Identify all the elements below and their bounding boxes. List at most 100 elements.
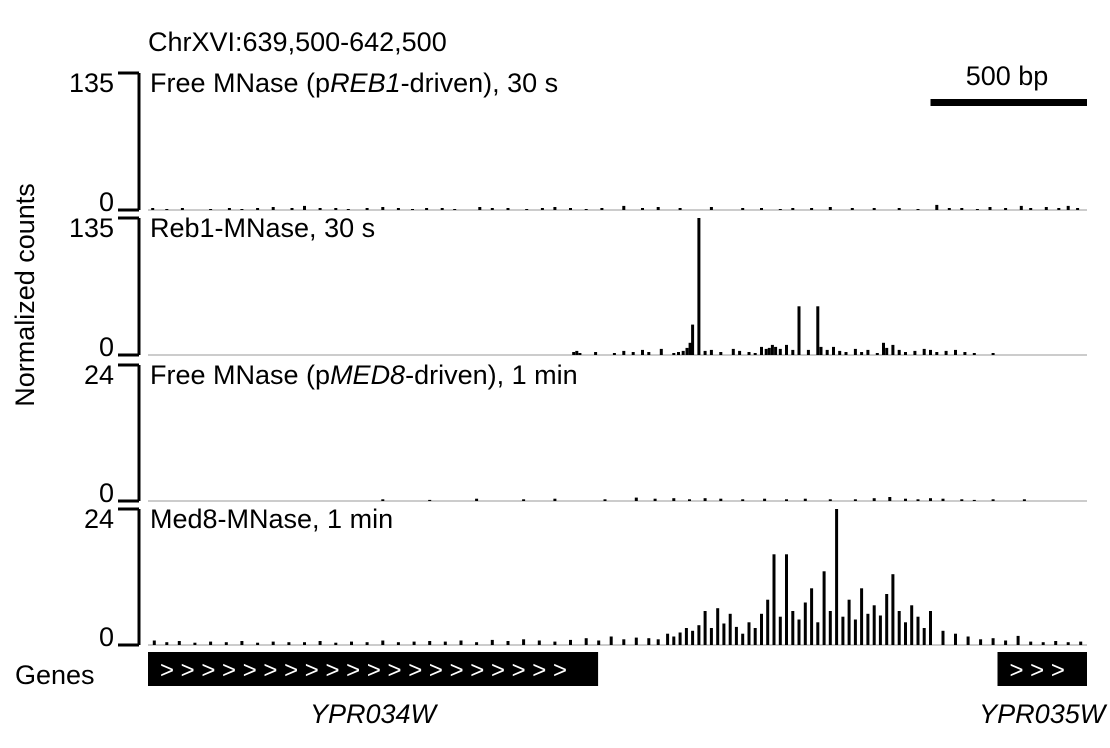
signal-bar [1029,641,1033,645]
signal-bar [760,346,763,355]
scale-bar: 500 bp [930,61,1087,106]
signal-bar [346,209,350,210]
gene-ypr034w: > > > > > > > > > > > > > > > > > > > > Y… [148,652,599,729]
signal-bar [522,639,526,645]
signal-bar [991,638,995,645]
signal-bar [506,208,510,210]
signal-bar [677,352,680,355]
signal-bar [954,349,957,355]
signal-bar [972,353,976,355]
signal-bar [891,344,895,355]
signal-bar [412,641,416,645]
signal-bar [731,348,735,355]
signal-bar [685,347,689,355]
signal-bar [803,498,807,501]
signal-bar [656,639,660,645]
signal-bar [904,352,907,355]
signal-bar [853,348,857,355]
signal-bar [303,205,306,210]
gene-box [997,652,1087,686]
signal-bar [741,633,745,645]
signal-bar [318,208,322,210]
signal-bar [612,353,616,355]
signal-bar [271,641,275,645]
signal-bar [844,352,848,355]
signal-bar [897,611,901,645]
signal-bar [165,642,169,645]
signal-bar [1057,208,1061,210]
signal-bar [753,628,757,645]
signal-bar [738,350,742,355]
signal-bar [396,208,400,210]
signal-bar [647,352,651,355]
signal-bar [318,641,322,645]
signal-bar [719,498,723,501]
gene-models: > > > > > > > > > > > > > > > > > > > > Y… [148,652,1108,729]
signal-bar [381,499,385,501]
signal-bar [954,633,957,645]
signal-bar [1004,208,1008,210]
signal-bar [396,642,400,645]
signal-bar [631,352,635,355]
gene-strand-arrows: > > > [1010,657,1065,684]
signal-bar [597,640,601,645]
signal-bar [151,208,155,210]
scale-bar-label: 500 bp [966,61,1049,91]
signal-bar [209,209,213,210]
signal-bar [334,208,338,210]
signal-bar [678,632,682,645]
signal-bar [791,349,795,355]
signal-bar [569,208,572,210]
signal-bar [991,499,995,501]
signal-bar [572,352,576,355]
track-title: Free MNase (pMED8-driven), 1 min [150,360,578,390]
signal-bar [553,641,557,645]
signal-bar [475,642,479,645]
signal-bar [584,209,588,210]
signal-bar [922,628,926,645]
signal-bar [490,208,494,210]
signal-bar [256,642,260,645]
signal-bar [975,209,979,210]
signal-bar [866,613,870,645]
signal-bar [785,499,788,501]
signal-bar [904,622,907,645]
track-3: 24 0 Free MNase (pMED8-driven), 1 min [84,360,1087,508]
signal-bar [972,499,976,501]
signal-bar [1041,642,1045,645]
signal-bar [991,353,995,355]
signal-bar [209,641,213,645]
signal-bar [747,622,751,645]
signal-bar [929,349,932,355]
signal-bar [634,637,638,645]
signal-bar [741,208,745,210]
signal-bar [767,347,771,355]
signal-bar [634,497,638,501]
signal-bar [1066,205,1070,210]
track-ytick-label-top: 135 [69,68,114,98]
signal-bar [828,611,832,645]
signal-bar [411,209,414,210]
signal-bar [753,353,757,355]
signal-bar [741,499,745,501]
signal-bar [916,616,920,645]
signal-bar [681,350,685,355]
track-title: Reb1-MNase, 30 s [150,213,375,243]
signal-bar [666,633,670,645]
signal-bar [853,499,857,501]
signal-bar [828,499,832,501]
signal-bar [600,208,604,210]
signal-bar [584,638,588,645]
signal-bar [1019,205,1023,210]
signal-bar [656,207,660,210]
signal-bar [256,208,260,210]
signal-bar [791,208,795,210]
signal-bar [641,349,644,355]
signal-bar [350,641,353,645]
signal-bar [290,208,294,210]
signal-bar [872,605,876,645]
signal-bar [791,611,795,645]
signal-bar [684,628,688,645]
